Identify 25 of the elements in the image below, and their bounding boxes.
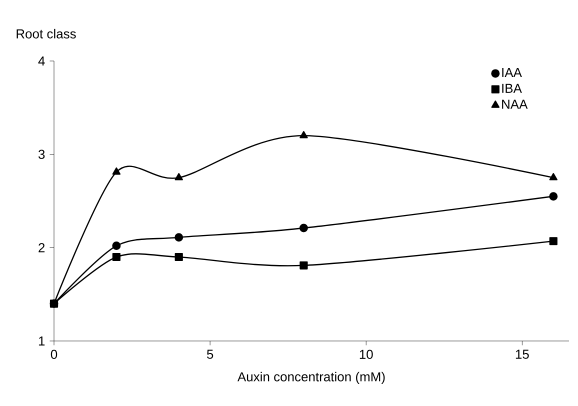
point bbox=[549, 173, 558, 180]
x-tick-label: 5 bbox=[206, 350, 214, 359]
legend-label: IAA bbox=[502, 68, 522, 77]
x-tick-label: 10 bbox=[360, 350, 373, 359]
y-tick-label: 4 bbox=[38, 56, 45, 66]
point bbox=[112, 242, 121, 250]
point bbox=[549, 237, 558, 246]
point bbox=[112, 252, 120, 262]
y-axis-title: Root class bbox=[16, 28, 76, 38]
point bbox=[300, 131, 308, 138]
point bbox=[299, 224, 308, 232]
point bbox=[174, 173, 183, 180]
x-tick-label: 0 bbox=[50, 350, 58, 359]
point bbox=[112, 167, 121, 175]
point bbox=[300, 261, 308, 270]
y-tick-label: 3 bbox=[38, 150, 45, 159]
legend-label: NAA bbox=[502, 100, 528, 109]
x-axis-title: Auxin concentration (mM) bbox=[237, 372, 385, 384]
point bbox=[174, 233, 184, 242]
x-tick-label: 15 bbox=[516, 350, 529, 359]
y-tick-label: 2 bbox=[38, 243, 45, 252]
y-tick-label: 1 bbox=[38, 336, 45, 346]
point bbox=[549, 192, 558, 201]
point bbox=[174, 252, 183, 262]
legend-label: IBA bbox=[502, 84, 522, 93]
